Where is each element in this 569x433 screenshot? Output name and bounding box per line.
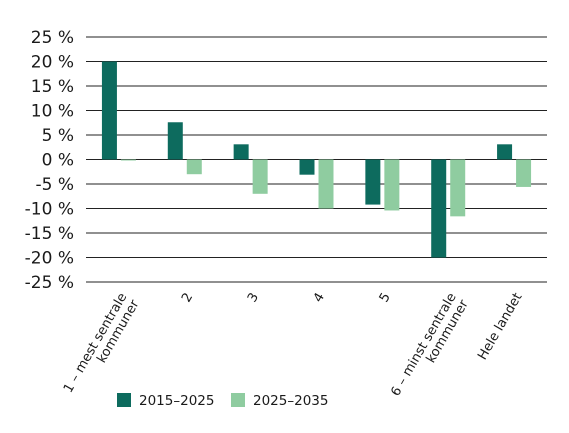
bar-series2 [318,159,334,209]
bar-series2 [516,159,532,187]
y-tick-label: 10 % [31,102,74,122]
x-tick-label-line: 6 – minst sentrale [388,291,459,399]
x-tick-label: 4 [311,291,328,306]
x-tick-label-line: 5 [377,291,394,306]
y-tick-label: -20 % [25,249,74,269]
bar-series2 [186,159,202,175]
bar-series1 [233,144,249,160]
bar-series2 [252,159,268,194]
bar-series1 [299,159,315,175]
x-tick-label: Hele landet [475,291,525,363]
bars [101,61,532,258]
y-tick-label: -10 % [25,200,74,220]
x-tick-label-line: 4 [311,291,328,306]
legend-label: 2015–2025 [139,393,214,409]
gridlines [86,36,547,283]
x-tick-label: 1 – mest sentralekommuner [61,290,143,403]
y-tick-label: 15 % [31,77,74,97]
x-tick-label: 3 [245,291,262,306]
legend-label: 2025–2035 [253,393,328,409]
y-tick-label: -15 % [25,224,74,244]
y-tick-label: 20 % [31,53,74,73]
x-tick-label-line: 3 [245,291,262,306]
y-axis-tick-labels: 25 % 20 % 15 % 10 % 5 % 0 % -5 % -10 % -15 % -20 … [25,28,74,293]
x-tick-label-line: Hele landet [475,291,525,363]
legend-swatch [117,393,131,407]
y-tick-label: -5 % [35,175,74,195]
bar-series1 [167,122,183,160]
bar-series1 [497,144,513,160]
x-axis-tick-labels: 1 – mest sentralekommuner 2 3 4 56 – minst s… [61,290,526,406]
legend-swatch [231,393,245,407]
bar-series1 [365,159,381,205]
x-tick-label: 6 – minst sentralekommuner [388,290,472,406]
y-tick-label: 0 % [42,151,74,171]
bar-series2 [450,159,466,217]
y-tick-label: -25 % [25,273,74,293]
legend: 2015–2025 2025–2035 [117,393,328,409]
y-tick-label: 5 % [42,126,74,146]
x-tick-label-line: 2 [179,291,196,306]
bar-series2 [120,159,136,161]
x-tick-label: 5 [377,291,394,306]
bar-series1 [101,61,117,160]
bar-series1 [431,159,447,258]
y-tick-label: 25 % [31,28,74,48]
bar-series2 [384,159,400,211]
x-tick-label: 2 [179,291,196,306]
